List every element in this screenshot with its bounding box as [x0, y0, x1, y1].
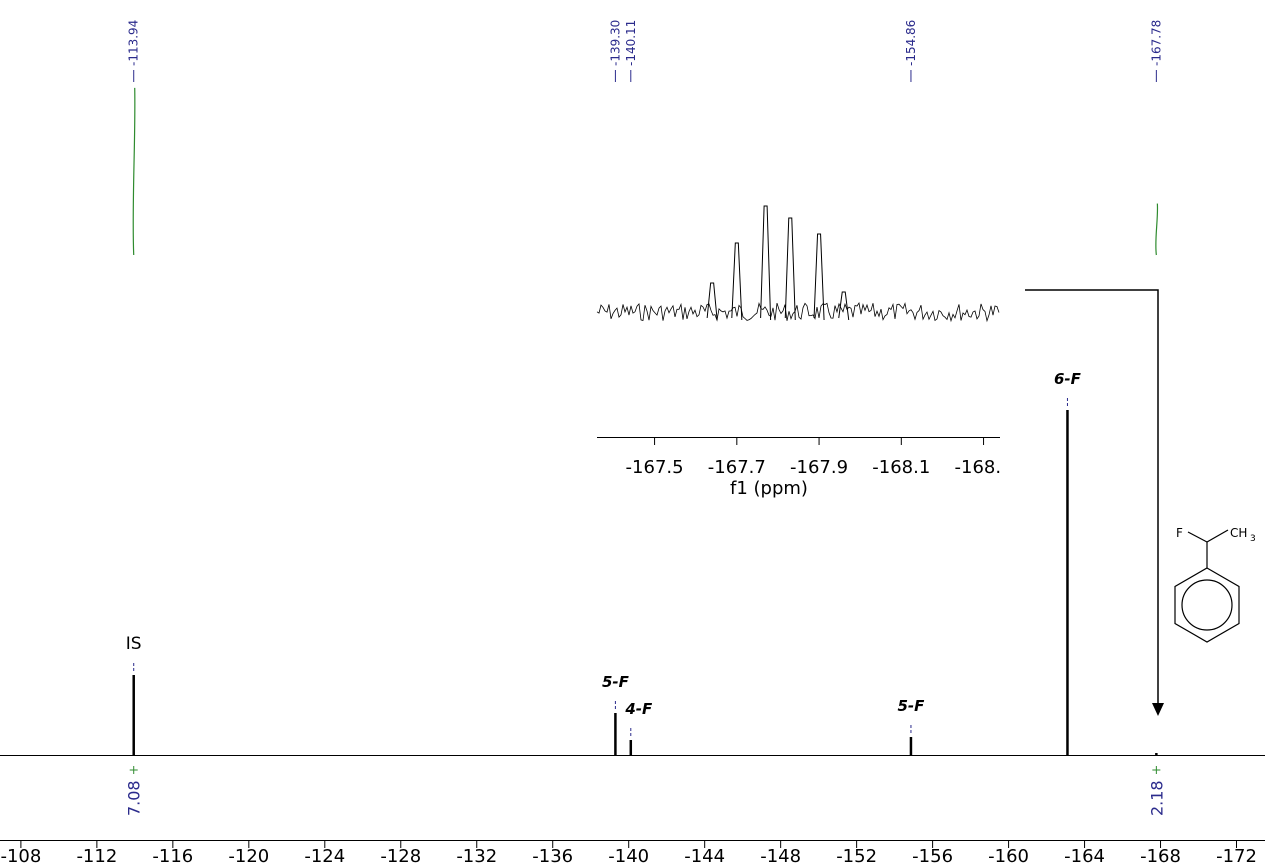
- x-tick-label: -172: [1216, 846, 1257, 864]
- inset-peak: [813, 233, 825, 321]
- inset: -167.5 -167.7 -167.9 -168.1 -168.3: [596, 301, 1013, 478]
- shift-label: -113.94: [127, 20, 141, 66]
- peak-label: 5-F: [897, 697, 925, 715]
- x-tick-label: -152: [836, 846, 877, 864]
- x-tick-label: -120: [228, 846, 269, 864]
- x-tick-label: -128: [380, 846, 421, 864]
- inset-peak: [731, 242, 743, 321]
- x-tick-label: -156: [912, 846, 953, 864]
- peak-label: 6-F: [1054, 370, 1082, 388]
- x-tick-label: -132: [456, 846, 497, 864]
- inset-tick-label: -168.3: [955, 457, 1013, 478]
- x-tick-label: -144: [684, 846, 725, 864]
- x-tick-label: -140: [608, 846, 649, 864]
- x-tick-label: -108: [0, 846, 41, 864]
- x-tick-label: -136: [532, 846, 573, 864]
- inset-tick-label: -167.5: [626, 457, 684, 478]
- integral-curve: [132, 87, 136, 256]
- x-tick-label: -116: [152, 846, 193, 864]
- inset-tick-label: -167.9: [790, 457, 848, 478]
- integral-label: 7.08: [125, 780, 144, 816]
- peak-label: IS: [126, 634, 142, 654]
- arrow-head: [1152, 703, 1164, 716]
- inset-tick-label: -167.7: [708, 457, 766, 478]
- peak-label: 4-F: [624, 700, 653, 718]
- atom-label: CH: [1230, 526, 1247, 540]
- x-tick-label: -124: [304, 846, 345, 864]
- atom-label: F: [1176, 526, 1183, 540]
- inset-x-label: f1 (ppm): [730, 478, 808, 499]
- shift-label: -140.11: [624, 20, 638, 66]
- x-tick-label: -148: [760, 846, 801, 864]
- inset-peak: [838, 291, 850, 321]
- inset-peak: [760, 205, 772, 321]
- integral-label: 2.18: [1147, 780, 1166, 816]
- inset-peak: [706, 282, 718, 321]
- inset-peak: [784, 217, 796, 321]
- inset-tick-label: -168.1: [872, 457, 930, 478]
- structure: [1174, 529, 1240, 643]
- shift-label: -167.78: [1149, 20, 1163, 66]
- inset-arrow: [1025, 289, 1159, 703]
- peak-label: 5-F: [602, 673, 630, 691]
- shift-label: -154.86: [904, 20, 918, 66]
- x-tick-label: -112: [76, 846, 117, 864]
- atom-label: 3: [1250, 534, 1256, 544]
- x-tick-label: -164: [1064, 846, 1105, 864]
- shift-label: -139.30: [608, 20, 622, 66]
- integral-curve: [1155, 203, 1159, 256]
- x-tick-label: -168: [1140, 846, 1181, 864]
- x-tick-label: -160: [988, 846, 1029, 864]
- inset-noise: [596, 301, 1000, 323]
